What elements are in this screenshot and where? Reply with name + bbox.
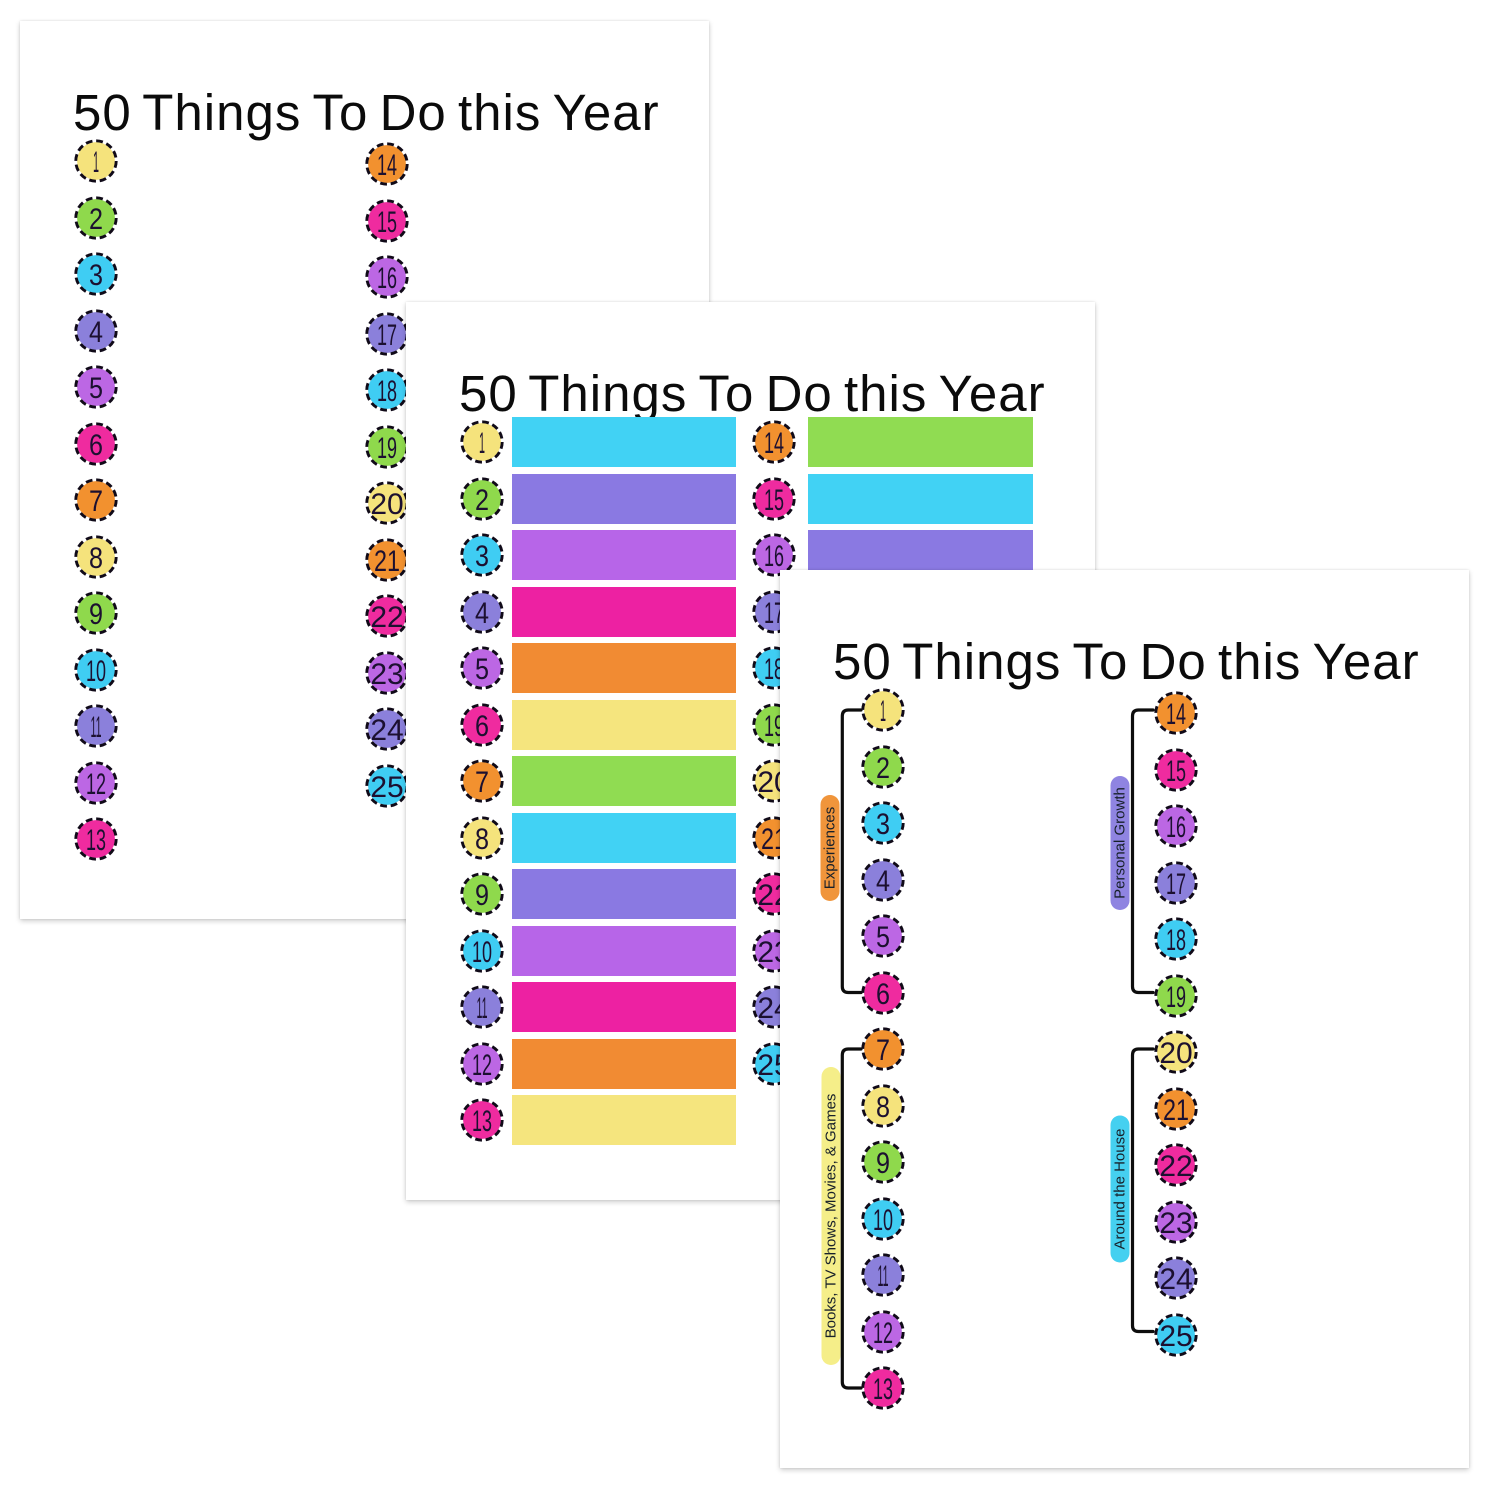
svg-text:3: 3 xyxy=(876,808,890,841)
svg-text:24: 24 xyxy=(370,714,403,747)
svg-text:17: 17 xyxy=(1166,868,1186,901)
svg-text:10: 10 xyxy=(873,1203,893,1236)
svg-text:5: 5 xyxy=(89,372,103,405)
svg-text:16: 16 xyxy=(377,262,397,295)
svg-text:19: 19 xyxy=(377,432,397,465)
svg-text:24: 24 xyxy=(1159,1263,1192,1296)
svg-text:8: 8 xyxy=(876,1090,890,1123)
svg-text:14: 14 xyxy=(377,149,397,182)
svg-text:1: 1 xyxy=(93,146,99,179)
svg-text:21: 21 xyxy=(1163,1094,1189,1127)
svg-text:23: 23 xyxy=(370,658,403,691)
svg-text:19: 19 xyxy=(764,709,784,742)
svg-text:15: 15 xyxy=(764,483,784,516)
svg-text:2: 2 xyxy=(475,483,489,516)
svg-text:16: 16 xyxy=(1166,811,1186,844)
svg-text:17: 17 xyxy=(764,596,784,629)
svg-text:20: 20 xyxy=(1159,1037,1192,1070)
svg-text:2: 2 xyxy=(876,751,890,784)
svg-text:1: 1 xyxy=(479,427,485,460)
svg-text:9: 9 xyxy=(475,879,489,912)
svg-text:11: 11 xyxy=(91,711,102,744)
svg-text:9: 9 xyxy=(876,1147,890,1180)
svg-text:12: 12 xyxy=(86,767,106,800)
svg-text:15: 15 xyxy=(1166,755,1186,788)
svg-text:25: 25 xyxy=(370,771,403,804)
svg-text:6: 6 xyxy=(876,977,890,1010)
svg-text:22: 22 xyxy=(370,601,403,634)
svg-text:12: 12 xyxy=(873,1316,893,1349)
svg-text:4: 4 xyxy=(876,864,890,897)
svg-text:18: 18 xyxy=(1166,924,1186,957)
svg-text:4: 4 xyxy=(475,596,489,629)
svg-text:18: 18 xyxy=(764,653,784,686)
svg-text:23: 23 xyxy=(1159,1207,1192,1240)
svg-text:18: 18 xyxy=(377,375,397,408)
svg-text:10: 10 xyxy=(86,654,106,687)
svg-text:13: 13 xyxy=(873,1373,893,1406)
svg-text:10: 10 xyxy=(472,935,492,968)
svg-text:6: 6 xyxy=(89,428,103,461)
svg-text:21: 21 xyxy=(374,545,400,578)
svg-text:6: 6 xyxy=(475,709,489,742)
svg-text:8: 8 xyxy=(475,822,489,855)
svg-text:13: 13 xyxy=(472,1105,492,1138)
svg-text:14: 14 xyxy=(764,427,784,460)
svg-text:7: 7 xyxy=(876,1034,890,1067)
svg-text:16: 16 xyxy=(764,540,784,573)
svg-text:17: 17 xyxy=(377,319,397,352)
svg-text:5: 5 xyxy=(876,921,890,954)
svg-text:14: 14 xyxy=(1166,698,1186,731)
svg-text:2: 2 xyxy=(89,202,103,235)
svg-text:3: 3 xyxy=(89,259,103,292)
svg-text:19: 19 xyxy=(1166,981,1186,1014)
svg-text:13: 13 xyxy=(86,824,106,857)
svg-text:9: 9 xyxy=(89,598,103,631)
svg-text:7: 7 xyxy=(89,485,103,518)
svg-text:1: 1 xyxy=(880,695,886,728)
svg-text:7: 7 xyxy=(475,766,489,799)
svg-text:15: 15 xyxy=(377,206,397,239)
svg-text:5: 5 xyxy=(475,653,489,686)
svg-text:20: 20 xyxy=(370,488,403,521)
svg-text:4: 4 xyxy=(89,315,103,348)
svg-text:22: 22 xyxy=(1159,1150,1192,1183)
svg-text:25: 25 xyxy=(1159,1320,1192,1353)
svg-text:11: 11 xyxy=(878,1260,889,1293)
svg-text:3: 3 xyxy=(475,540,489,573)
svg-text:8: 8 xyxy=(89,541,103,574)
svg-text:11: 11 xyxy=(477,992,488,1025)
svg-text:12: 12 xyxy=(472,1048,492,1081)
